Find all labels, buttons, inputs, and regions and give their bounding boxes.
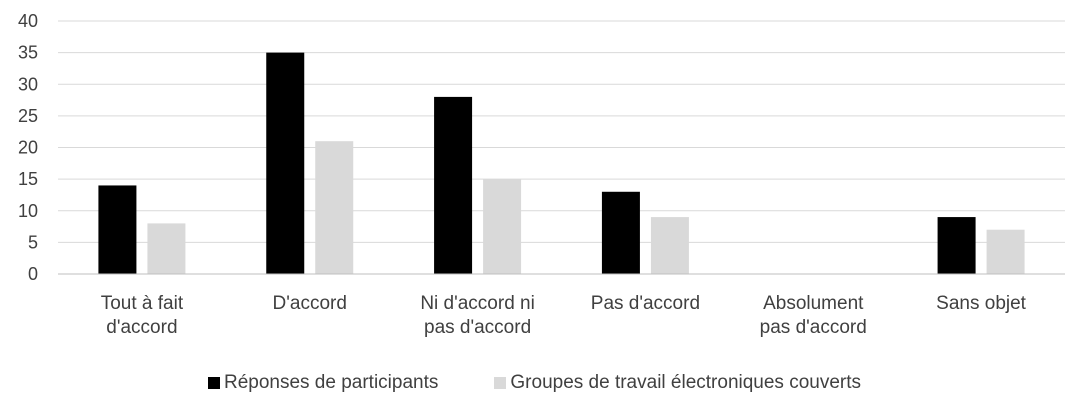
- y-tick-label: 20: [18, 138, 38, 158]
- y-tick-label: 15: [18, 169, 38, 189]
- y-tick-label: 35: [18, 43, 38, 63]
- gridlines: [58, 20, 1065, 243]
- legend-swatch-groups: [494, 377, 507, 389]
- bar-groups: [483, 179, 522, 274]
- bar-participants: [937, 217, 976, 274]
- y-tick-label: 5: [28, 232, 38, 252]
- legend-label-participants: Réponses de participants: [223, 372, 439, 393]
- x-axis-labels: Tout à fait d'accord D'accord Ni d'accord n…: [101, 293, 1027, 338]
- legend-swatch-participants: [207, 377, 220, 389]
- bar-participants: [601, 191, 640, 274]
- x-category-label: Sans objet: [936, 293, 1027, 314]
- x-category-label: Tout à fait d'accord: [101, 293, 184, 338]
- y-tick-label: 0: [28, 264, 38, 284]
- y-axis-ticks: 0 5 10 15 20 25 30 35 40: [18, 11, 38, 284]
- x-category-label: Absolument pas d'accord: [760, 293, 867, 338]
- bar-groups: [147, 223, 186, 274]
- x-category-label: Ni d'accord ni pas d'accord: [420, 293, 535, 338]
- y-tick-label: 25: [18, 106, 38, 126]
- y-tick-label: 40: [18, 11, 38, 31]
- bar-groups: [986, 229, 1025, 274]
- legend-item-participants: Réponses de participants: [207, 372, 439, 394]
- legend: Réponses de participants Groupes de trav…: [0, 372, 1069, 394]
- bar-participants: [434, 96, 473, 275]
- x-category-label: D'accord: [273, 293, 347, 314]
- bar-participants: [266, 52, 305, 274]
- bar-groups: [315, 141, 354, 274]
- y-tick-label: 10: [18, 201, 38, 221]
- bars: [98, 52, 1025, 275]
- legend-item-groups: Groupes de travail électroniques couvert…: [494, 372, 861, 394]
- x-category-label: Pas d'accord: [591, 293, 700, 314]
- y-tick-label: 30: [18, 74, 38, 94]
- legend-label-groups: Groupes de travail électroniques couvert…: [510, 372, 862, 393]
- bar-groups: [650, 217, 689, 274]
- bar-participants: [98, 185, 137, 274]
